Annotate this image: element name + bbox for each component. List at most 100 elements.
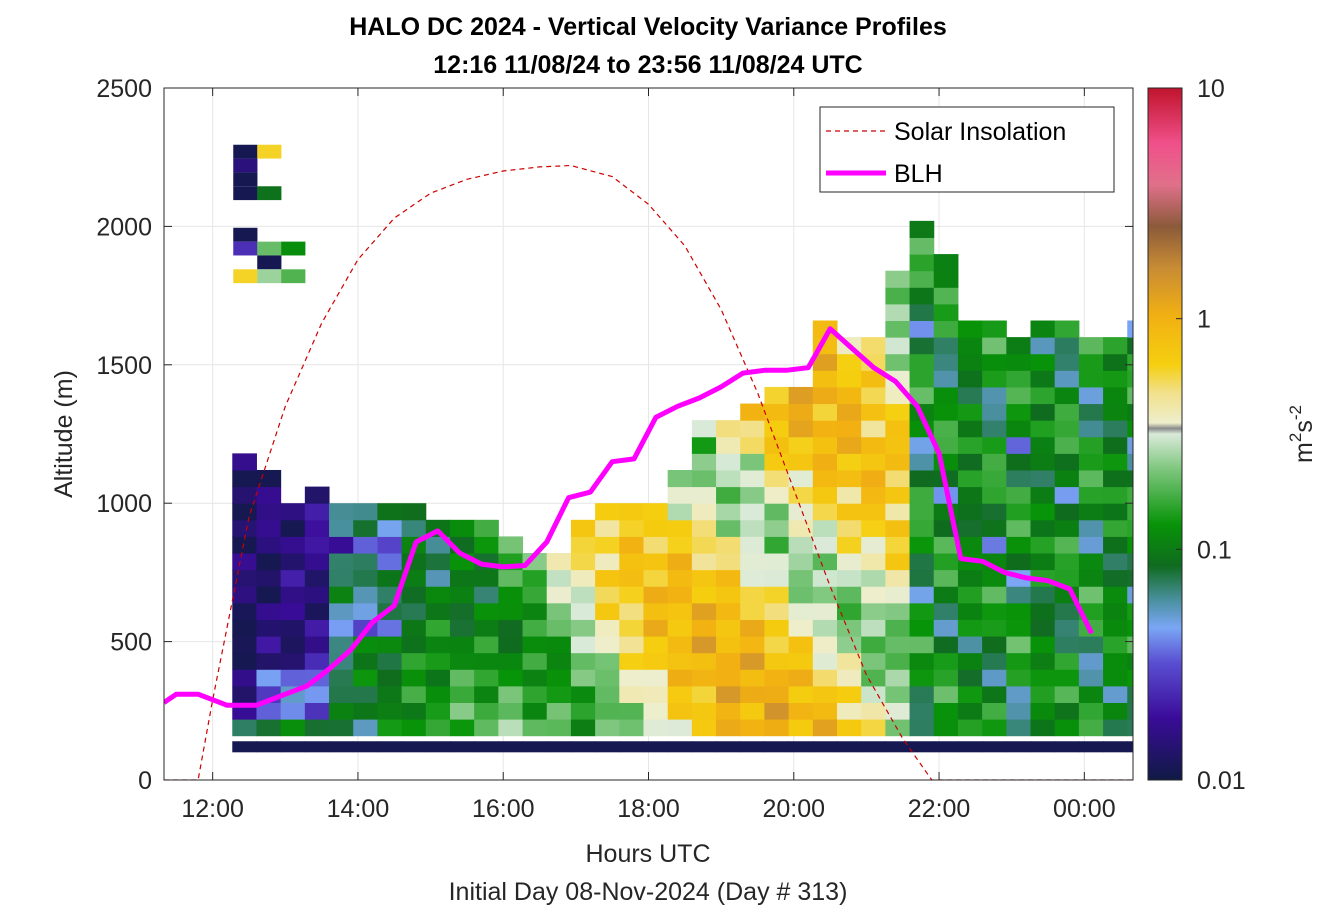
heatmap-cell-30-580 (957, 602, 983, 620)
heatmap-cell-31-1180 (982, 436, 1007, 454)
heatmap-cell-12-340 (522, 669, 548, 687)
heatmap-cell-34-820 (1054, 536, 1080, 554)
heatmap-cell-33-1060 (1030, 469, 1056, 488)
heatmap-cell-21-880 (740, 519, 765, 537)
heatmap-cell-1-400 (256, 652, 282, 670)
heatmap-cell-37-1420 (1127, 370, 1133, 388)
heatmap-cell-22-220 (764, 702, 790, 720)
heatmap-cell-9-400 (449, 652, 475, 670)
heatmap-cell-20-220 (716, 702, 741, 720)
heatmap-cell-26-1060 (861, 469, 886, 488)
heatmap-cell-32-1120 (1006, 453, 1032, 471)
heatmap-cell-26-160 (861, 719, 886, 737)
heatmap-cell-27-1600 (885, 320, 911, 338)
heatmap-cell-4-880 (329, 519, 354, 537)
heatmap-cell-24-1480 (812, 353, 838, 371)
heatmap-cell-13-700 (546, 569, 572, 587)
heatmap-cell-28-1060 (909, 469, 935, 488)
heatmap-cell-25-820 (836, 536, 862, 554)
surface-cell-8 (425, 741, 451, 753)
heatmap-cell-12-400 (522, 652, 548, 670)
heatmap-cell-33-1120 (1030, 453, 1056, 471)
heatmap-cell-5-340 (353, 669, 378, 687)
heatmap-cell-24-1060 (812, 469, 838, 488)
heatmap-cell-35-760 (1078, 553, 1104, 571)
heatmap-cell-15-520 (595, 619, 620, 637)
heatmap-cell-24-220 (812, 702, 838, 720)
heatmap-cell-31-520 (982, 619, 1007, 637)
heatmap-cell-21-280 (740, 685, 765, 703)
heatmap-cell-10-580 (474, 602, 499, 620)
footer-caption: Initial Day 08-Nov-2024 (Day # 313) (449, 878, 848, 906)
heatmap-cell-25-340 (836, 669, 862, 687)
heatmap-cell-2-580 (280, 602, 306, 620)
heatmap-cell-33-520 (1030, 619, 1056, 637)
solar-insolation-line (164, 164, 1133, 780)
heatmap-cell-24-400 (812, 652, 838, 670)
heatmap-cell-24-1600 (812, 320, 838, 338)
heatmap-cell-36-1540 (1103, 337, 1128, 355)
heatmap-cell-29-520 (933, 619, 959, 637)
heatmap-cell-3-880 (304, 519, 330, 537)
heatmap-cell-23-640 (788, 586, 814, 604)
heatmap-cell-18-880 (667, 519, 693, 537)
heatmap-cell-24-1120 (812, 453, 838, 471)
heatmap-cell-28-280 (909, 685, 935, 703)
heatmap-cell-32-1180 (1006, 436, 1032, 454)
surface-cell-31 (982, 741, 1007, 753)
heatmap-cell-30-460 (957, 636, 983, 654)
surface-cell-33 (1030, 741, 1056, 753)
heatmap-cell-31-1240 (982, 420, 1007, 438)
heatmap-cell-30-640 (957, 586, 983, 604)
surface-cell-30 (957, 741, 983, 753)
colorbar-tick-label-2: 1 (1197, 306, 1211, 334)
heatmap-cell-18-460 (667, 636, 693, 654)
heatmap-cell-36-1120 (1103, 453, 1128, 471)
heatmap-cell-30-820 (957, 536, 983, 554)
heatmap-cell-2-520 (280, 619, 306, 637)
heatmap-cell-35-400 (1078, 652, 1104, 670)
heatmap-cell-25-1240 (836, 420, 862, 438)
heatmap-cell-11-520 (498, 619, 524, 637)
heatmap-cell-24-520 (812, 619, 838, 637)
heatmap-cell-25-1120 (836, 453, 862, 471)
upper-cell-11 (233, 269, 258, 284)
heatmap-cell-19-580 (691, 602, 717, 620)
heatmap-cell-31-1120 (982, 453, 1007, 471)
heatmap-cell-25-1480 (836, 353, 862, 371)
surface-cell-1 (256, 741, 282, 753)
heatmap-cell-18-760 (667, 553, 693, 571)
heatmap-cell-19-340 (691, 669, 717, 687)
heatmap-cell-27-580 (885, 602, 911, 620)
surface-cell-25 (836, 741, 862, 753)
heatmap-cell-23-340 (788, 669, 814, 687)
heatmap-cell-29-1300 (933, 403, 959, 421)
heatmap-cell-24-340 (812, 669, 838, 687)
heatmap-cell-8-520 (425, 619, 451, 637)
heatmap-cell-36-760 (1103, 553, 1128, 571)
heatmap-cell-3-220 (304, 702, 330, 720)
surface-cell-15 (595, 741, 620, 753)
heatmap-cell-33-1420 (1030, 370, 1056, 388)
upper-cell-0 (233, 144, 258, 159)
heatmap-cell-20-880 (716, 519, 741, 537)
surface-cell-21 (740, 741, 765, 753)
heatmap-cell-30-520 (957, 619, 983, 637)
heatmap-cell-6-280 (377, 685, 403, 703)
x-tick-label-4: 20:00 (762, 795, 825, 823)
heatmap-cell-24-1300 (812, 403, 838, 421)
heatmap-cell-32-1240 (1006, 420, 1032, 438)
heatmap-cell-8-220 (425, 702, 451, 720)
heatmap-cell-2-160 (280, 719, 306, 737)
chart-subtitle: 12:16 11/08/24 to 23:56 11/08/24 UTC (433, 51, 862, 79)
heatmap-cell-15-700 (595, 569, 620, 587)
heatmap-cell-15-580 (595, 602, 620, 620)
heatmap-cell-0-820 (232, 536, 257, 554)
surface-cell-17 (643, 741, 669, 753)
heatmap-cell-3-160 (304, 719, 330, 737)
heatmap-cell-36-1480 (1103, 353, 1128, 371)
heatmap-cell-26-1120 (861, 453, 886, 471)
heatmap-cell-0-400 (232, 652, 257, 670)
heatmap-cell-27-1480 (885, 353, 911, 371)
heatmap-cell-16-820 (619, 536, 644, 554)
